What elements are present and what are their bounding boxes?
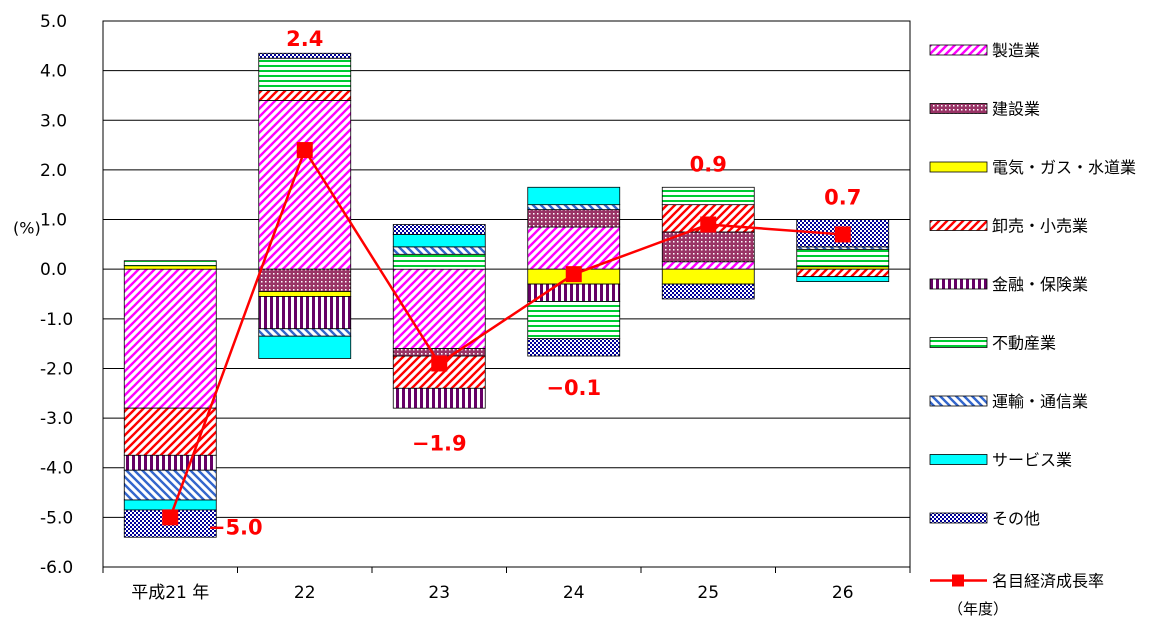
- bar-segment: [661, 261, 755, 270]
- legend-layer: 製造業建設業電気・ガス・水道業卸売・小売業金融・保険業不動産業運輸・通信業サービ…: [929, 41, 1136, 591]
- data-label: 0.9: [690, 153, 727, 177]
- data-label: 2.4: [286, 27, 323, 51]
- growth-line: [169, 147, 843, 518]
- y-tick-label: 0.0: [40, 260, 67, 280]
- labels-layer: −5.0 2.4 −1.9 −0.1 0.9 0.7: [208, 27, 862, 539]
- y-tick-label: 4.0: [40, 62, 67, 82]
- grid-layer: [103, 20, 910, 568]
- legend-label: 電気・ガス・水道業: [992, 158, 1136, 177]
- legend-label: 運輸・通信業: [992, 392, 1088, 411]
- bar-segment: [527, 283, 621, 302]
- bar-segment: [527, 204, 621, 211]
- legend-swatch: [929, 454, 988, 465]
- plot-frame: [102, 20, 911, 568]
- bar-segment: [258, 90, 352, 101]
- bar-segment: [661, 186, 755, 206]
- growth-marker: [296, 142, 313, 159]
- bar-segment: [258, 57, 352, 91]
- y-tick-label: -1.0: [40, 310, 73, 330]
- bar-segment: [258, 335, 352, 359]
- bar-segment: [392, 348, 486, 357]
- x-tick-label: 26: [832, 583, 854, 603]
- bar-segment: [258, 52, 352, 59]
- growth-marker: [834, 226, 851, 243]
- bar-segment: [527, 209, 621, 228]
- bar-segment: [796, 268, 890, 278]
- bar-segment: [527, 301, 621, 340]
- bar-segment: [123, 454, 217, 471]
- bar-segment: [258, 100, 352, 270]
- legend-label: 建設業: [992, 100, 1040, 119]
- bar-segment: [392, 387, 486, 409]
- x-tick-label: 23: [428, 583, 450, 603]
- bar-segment: [796, 248, 890, 268]
- bars-layer: [123, 52, 890, 538]
- bar-segment: [123, 469, 217, 501]
- data-label: −1.9: [412, 431, 467, 455]
- y-tick-label: -5.0: [40, 508, 73, 528]
- bar-segment: [392, 234, 486, 248]
- x-tick-label: 25: [697, 583, 719, 603]
- legend-swatch: [929, 395, 988, 407]
- legend-label: 卸売・小売業: [992, 217, 1088, 236]
- legend-label: 名目経済成長率: [992, 572, 1104, 591]
- bar-segment: [123, 260, 217, 267]
- legend-swatch: [929, 337, 988, 348]
- legend-swatch: [929, 220, 988, 231]
- legend-swatch: [929, 278, 988, 290]
- bar-segment: [258, 328, 352, 337]
- y-axis-label: (%): [13, 219, 41, 238]
- bar-segment: [527, 338, 621, 357]
- bar-segment: [258, 296, 352, 330]
- legend-swatch: [929, 512, 988, 524]
- legend-label: その他: [992, 509, 1040, 528]
- y-tick-label: -2.0: [40, 359, 73, 379]
- y-tick-label: 3.0: [40, 111, 67, 131]
- bar-segment: [392, 246, 486, 255]
- bar-segment: [123, 499, 217, 511]
- axis-layer: 5.0 4.0 3.0 2.0 1.0 0.0 -1.0 -2.0 -3.0 -4.0 -5.0 -6…: [13, 12, 1008, 618]
- bar-segment: [527, 186, 621, 206]
- x-tick-label: 24: [563, 583, 585, 603]
- bar-segment: [392, 268, 486, 350]
- legend-marker: [952, 574, 964, 587]
- bar-segment: [258, 291, 352, 297]
- growth-marker: [565, 266, 582, 283]
- bar-segment: [392, 224, 486, 235]
- bar-segment: [392, 253, 486, 270]
- x-unit-label: （年度）: [948, 600, 1008, 618]
- bar-segment: [796, 276, 890, 282]
- data-label: 0.7: [824, 185, 861, 209]
- y-tick-label: 2.0: [40, 161, 67, 181]
- x-tick-label: 平成21 年: [131, 583, 209, 603]
- bar-segment: [123, 268, 217, 409]
- y-tick-label: -3.0: [40, 409, 73, 429]
- legend-label: 金融・保険業: [992, 275, 1088, 294]
- growth-marker: [431, 355, 448, 372]
- bar-segment: [123, 265, 217, 270]
- legend-swatch: [929, 161, 988, 173]
- bar-segment: [661, 283, 755, 300]
- y-tick-label: 1.0: [40, 211, 67, 231]
- growth-marker: [700, 216, 717, 233]
- legend-swatch: [929, 103, 988, 114]
- y-tick-label: -4.0: [40, 459, 73, 479]
- y-tick-label: -6.0: [40, 558, 73, 578]
- growth-marker: [162, 509, 179, 526]
- data-label: −5.0: [208, 515, 263, 539]
- x-tick-label: 22: [294, 583, 316, 603]
- legend-label: 不動産業: [992, 334, 1056, 353]
- line-layer: [162, 142, 851, 526]
- legend-label: サービス業: [992, 451, 1072, 470]
- bar-segment: [258, 268, 352, 292]
- y-tick-label: 5.0: [40, 12, 67, 32]
- legend-label: 製造業: [992, 41, 1040, 60]
- data-label: −0.1: [546, 376, 601, 400]
- bar-segment: [661, 268, 755, 285]
- legend-swatch: [929, 44, 988, 56]
